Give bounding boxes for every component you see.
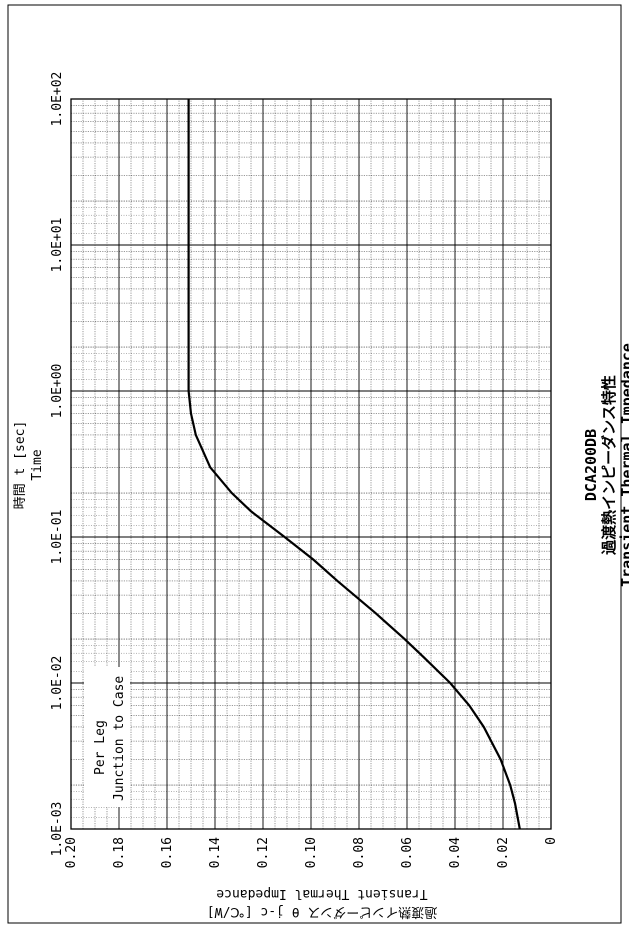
y-tick-label: 0.16 bbox=[160, 837, 175, 868]
x-tick-label: 1.0E+00 bbox=[50, 364, 65, 419]
page-border bbox=[7, 4, 622, 924]
annotation-junction-to-case: Junction to Case bbox=[112, 676, 127, 801]
y-tick-label: 0.10 bbox=[304, 837, 319, 868]
y-axis-label-jp: 過渡熱インピーダンス θ j-c [℃/W] bbox=[207, 904, 437, 920]
x-tick-label: 1.0E-01 bbox=[50, 510, 65, 565]
x-axis-label-jp: 時間 t [sec] bbox=[13, 421, 28, 510]
y-tick-label: 0.08 bbox=[352, 837, 367, 868]
x-axis-ticks: 1.0E-03 1.0E-02 1.0E-01 1.0E+00 1.0E+01 1.0E+… bbox=[50, 72, 65, 857]
y-axis-label-en: Transient Thermal Impedance bbox=[216, 886, 427, 901]
chart-title: DCA200DB bbox=[582, 429, 600, 501]
y-axis-label-group: 過渡熱インピーダンス θ j-c [℃/W] Transient Thermal… bbox=[207, 886, 437, 920]
y-tick-label: 0.06 bbox=[400, 837, 415, 868]
annotation-box bbox=[84, 667, 130, 807]
x-tick-label: 1.0E-03 bbox=[50, 802, 65, 857]
x-tick-label: 1.0E+01 bbox=[50, 218, 65, 273]
y-tick-label: 0.04 bbox=[448, 837, 463, 868]
chart-root: 1.0E-03 1.0E-02 1.0E-01 1.0E+00 1.0E+01 1.0E+… bbox=[13, 72, 629, 869]
chart-subtitle-jp: 過渡熱インピーダンス特性 bbox=[600, 375, 618, 556]
x-tick-label: 1.0E-02 bbox=[50, 656, 65, 711]
y-tick-label: 0.18 bbox=[112, 837, 127, 868]
x-tick-label: 1.0E+02 bbox=[50, 72, 65, 127]
chart-subtitle-en: Transient Thermal Impedance bbox=[618, 343, 629, 587]
x-axis-label-en: Time bbox=[30, 449, 45, 480]
series-line-thermal-impedance bbox=[187, 99, 521, 830]
annotation-per-leg: Per Leg bbox=[93, 720, 108, 775]
y-tick-label: 0.20 bbox=[64, 837, 79, 868]
plot-area-border bbox=[70, 98, 552, 830]
y-tick-label: 0 bbox=[544, 837, 559, 845]
y-tick-label: 0.02 bbox=[496, 837, 511, 868]
y-tick-label: 0.14 bbox=[208, 837, 223, 868]
y-axis-ticks: 0 0.02 0.04 0.06 0.08 0.10 0.12 0.14 0.16 0.18 0.2… bbox=[64, 837, 559, 868]
y-tick-label: 0.12 bbox=[256, 837, 271, 868]
